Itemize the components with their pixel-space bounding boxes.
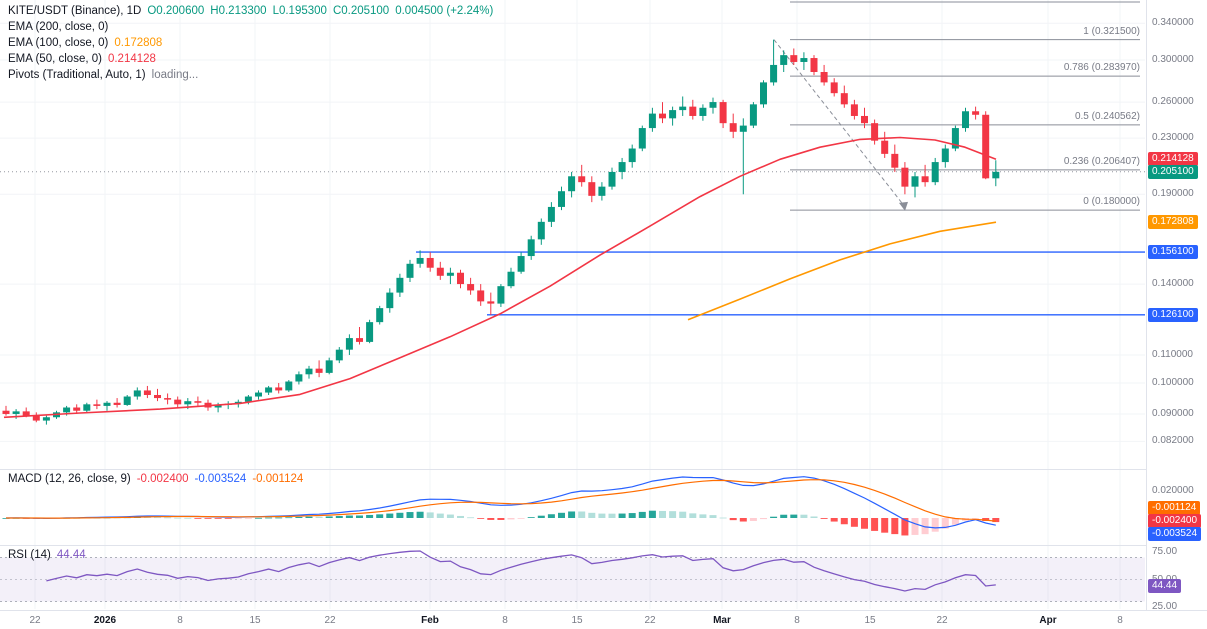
price-tick-label: 0.190000 bbox=[1152, 188, 1194, 200]
ema100-legend-row[interactable]: EMA (100, close, 0) 0.172808 bbox=[8, 35, 493, 51]
price-tick-label: 0.100000 bbox=[1152, 376, 1194, 388]
time-tick-label: Mar bbox=[713, 615, 731, 626]
ema100-value: 0.172808 bbox=[114, 37, 163, 49]
time-tick-label: 22 bbox=[644, 615, 656, 626]
price-tick-label: 0.090000 bbox=[1152, 407, 1194, 419]
ohlc-high: H0.213300 bbox=[210, 5, 267, 17]
ohlc-open: O0.200600 bbox=[147, 5, 205, 17]
time-tick-label: Feb bbox=[421, 615, 439, 626]
price-tick-label: 0.260000 bbox=[1152, 96, 1194, 108]
macd-badge: -0.003524 bbox=[1148, 527, 1202, 541]
rsi-tick-label: 25.00 bbox=[1152, 601, 1178, 612]
ema50-value: 0.214128 bbox=[107, 53, 156, 65]
time-tick-label: 15 bbox=[571, 615, 583, 626]
time-axis[interactable]: 22 2026 8 15 22 Feb 8 15 22 Mar 8 15 22 Apr 8 bbox=[0, 610, 1207, 629]
time-tick-label: 22 bbox=[936, 615, 948, 626]
rsi-value: 44.44 bbox=[56, 549, 86, 561]
ohlc-change: 0.004500 (+2.24%) bbox=[395, 5, 494, 17]
macd-hist-value: -0.002400 bbox=[136, 473, 189, 485]
ohlc-low: L0.195300 bbox=[272, 5, 327, 17]
price-badge: 0.126100 bbox=[1148, 307, 1198, 322]
ema100-label: EMA (100, close, 0) bbox=[8, 37, 109, 49]
rsi-badge: 44.44 bbox=[1148, 578, 1182, 593]
time-tick-label: 8 bbox=[794, 615, 800, 626]
symbol-legend-row[interactable]: KITE/USDT (Binance), 1D O0.200600 H0.21330… bbox=[8, 3, 493, 19]
time-tick-label: 2026 bbox=[93, 615, 117, 626]
ema50-legend-row[interactable]: EMA (50, close, 0) 0.214128 bbox=[8, 51, 493, 67]
rsi-legend[interactable]: RSI (14) 44.44 bbox=[8, 547, 86, 563]
pivots-status: loading... bbox=[151, 69, 199, 81]
time-tick-label: 22 bbox=[324, 615, 336, 626]
price-tick-label: 0.230000 bbox=[1152, 132, 1194, 144]
macd-signal-value: -0.001124 bbox=[252, 473, 304, 485]
macd-badge: -0.001124 bbox=[1148, 501, 1201, 515]
time-tick-label: 22 bbox=[29, 615, 41, 626]
pivots-label: Pivots (Traditional, Auto, 1) bbox=[8, 69, 146, 81]
price-badge: 0.205100 bbox=[1148, 164, 1198, 179]
price-badge: 0.172808 bbox=[1148, 215, 1198, 230]
macd-badge: -0.002400 bbox=[1148, 514, 1202, 528]
ema50-label: EMA (50, close, 0) bbox=[8, 53, 102, 65]
ema200-label: EMA (200, close, 0) bbox=[8, 21, 109, 33]
time-tick-label: Apr bbox=[1039, 615, 1057, 626]
rsi-tick-label: 75.00 bbox=[1152, 546, 1178, 557]
price-badge: 0.214128 bbox=[1148, 152, 1198, 167]
time-tick-label: 8 bbox=[1117, 615, 1123, 626]
time-tick-label: 8 bbox=[502, 615, 508, 626]
macd-line-value: -0.003524 bbox=[194, 473, 247, 485]
price-tick-label: 0.110000 bbox=[1152, 348, 1193, 360]
price-tick-label: 0.340000 bbox=[1152, 17, 1194, 29]
macd-label: MACD (12, 26, close, 9) bbox=[8, 473, 131, 485]
ohlc-close: C0.205100 bbox=[332, 5, 390, 17]
price-tick-label: 0.082000 bbox=[1152, 435, 1194, 447]
price-tick-label: 0.300000 bbox=[1152, 54, 1194, 65]
price-badge: 0.156100 bbox=[1148, 245, 1198, 260]
pivots-legend-row[interactable]: Pivots (Traditional, Auto, 1) loading... bbox=[8, 67, 493, 83]
ema200-legend-row[interactable]: EMA (200, close, 0) bbox=[8, 19, 493, 35]
price-axis[interactable]: 0.340000 0.300000 0.260000 0.230000 0.190000… bbox=[1146, 0, 1207, 612]
price-tick-label: 0.140000 bbox=[1152, 278, 1194, 290]
symbol-title: KITE/USDT (Binance), 1D bbox=[8, 5, 142, 17]
rsi-label: RSI (14) bbox=[8, 549, 51, 561]
symbol-legend: KITE/USDT (Binance), 1D O0.200600 H0.21330… bbox=[8, 3, 493, 83]
macd-tick-label: 0.020000 bbox=[1152, 485, 1194, 496]
time-tick-label: 8 bbox=[177, 615, 183, 626]
time-tick-label: 15 bbox=[249, 615, 261, 626]
time-tick-label: 15 bbox=[864, 615, 876, 626]
macd-legend[interactable]: MACD (12, 26, close, 9) -0.002400 -0.00352… bbox=[8, 471, 303, 487]
